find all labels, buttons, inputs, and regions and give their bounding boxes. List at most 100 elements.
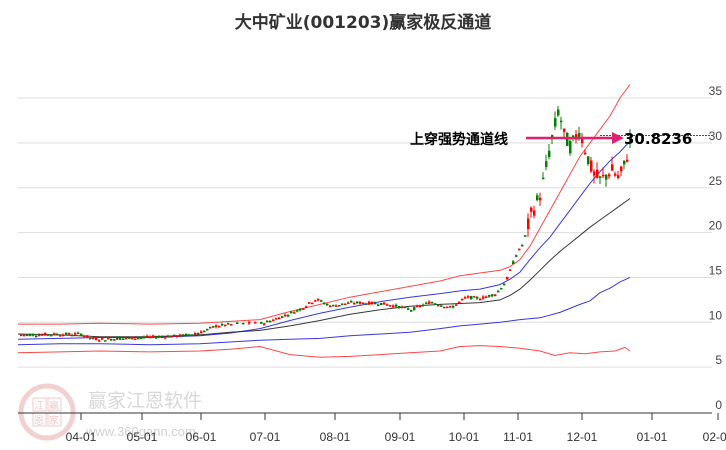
- candle-up: [509, 269, 512, 271]
- upper-inner-band-line: [17, 140, 631, 340]
- candle-down: [203, 330, 206, 333]
- candle-down: [350, 301, 353, 303]
- candle-up: [371, 301, 374, 305]
- x-tick-label: 02-01: [703, 430, 726, 444]
- candle-up: [101, 338, 104, 340]
- candle-down: [515, 255, 518, 257]
- candle-down: [167, 335, 170, 338]
- candle-down: [440, 305, 443, 307]
- candle-down: [410, 310, 413, 312]
- candle-up: [428, 301, 431, 304]
- candle-up: [230, 324, 233, 326]
- candle-down: [212, 326, 215, 328]
- candle-up: [518, 248, 521, 251]
- candle-up: [62, 334, 65, 337]
- candle-up: [602, 174, 605, 177]
- candle-up: [401, 306, 404, 309]
- candle-down: [287, 315, 290, 317]
- candle-down: [512, 261, 515, 265]
- x-tick-label: 06-01: [186, 430, 217, 444]
- candle-down: [155, 337, 158, 339]
- candle-down: [269, 320, 272, 323]
- candle-up: [611, 164, 614, 171]
- candle-down: [560, 120, 563, 123]
- candle-down: [587, 156, 590, 165]
- candle-up: [596, 169, 599, 178]
- candle-up: [293, 312, 296, 314]
- candle-down: [206, 328, 209, 331]
- y-tick-label: 30: [709, 129, 723, 143]
- candle-up: [131, 336, 134, 340]
- candle-down: [470, 295, 473, 300]
- candle-up: [563, 128, 566, 132]
- candle-down: [365, 303, 368, 305]
- y-tick-label: 5: [715, 353, 722, 367]
- candle-down: [341, 303, 344, 305]
- candle-up: [353, 303, 356, 305]
- candle-down: [185, 333, 188, 336]
- y-tick-label: 0: [715, 398, 722, 412]
- candle-up: [38, 334, 41, 337]
- middle-line-line: [17, 198, 631, 338]
- candle-up: [506, 277, 509, 280]
- candle-up: [443, 306, 446, 309]
- candle-down: [380, 302, 383, 306]
- candle-up: [530, 207, 533, 212]
- candle-up: [263, 323, 266, 325]
- grid-lines: [18, 97, 712, 368]
- arrow-head-icon: [612, 132, 624, 144]
- candle-up: [464, 297, 467, 299]
- candle-down: [545, 161, 548, 167]
- chart-title: 大中矿业(001203)赢家极反通道: [234, 13, 492, 33]
- watermark-brand: 赢家江恩软件: [88, 390, 202, 412]
- candle-down: [119, 338, 122, 340]
- candle-down: [65, 332, 68, 335]
- candle-up: [437, 304, 440, 307]
- candle-up: [614, 173, 617, 176]
- candle-up: [329, 305, 332, 308]
- candle-up: [170, 336, 173, 338]
- candle-up: [95, 337, 98, 341]
- candle-down: [173, 334, 176, 337]
- y-axis-labels: 0 5 10 15 20 25 30 35: [709, 84, 723, 412]
- candle-up: [458, 301, 461, 304]
- candle-up: [590, 160, 593, 172]
- upper-outer-band-line: [18, 84, 631, 325]
- candle-down: [404, 306, 407, 309]
- x-axis: 04-01 05-01 06-01 07-01 08-01 09-01 10-01 11-01…: [18, 412, 726, 444]
- candle-down: [71, 334, 74, 337]
- candle-up: [308, 302, 311, 304]
- candle-up: [335, 305, 338, 307]
- candle-down: [137, 337, 140, 340]
- candle-up: [419, 305, 422, 307]
- candle-down: [323, 302, 326, 305]
- candle-down: [422, 304, 425, 307]
- annotation-label: 上穿强势通道线: [410, 131, 508, 148]
- candle-down: [425, 302, 428, 305]
- x-tick-label: 08-01: [320, 430, 351, 444]
- candle-down: [182, 334, 185, 337]
- candle-up: [98, 340, 101, 342]
- candle-up: [347, 302, 350, 304]
- candle-down: [110, 338, 113, 341]
- candle-down: [266, 320, 269, 323]
- candle-up: [467, 296, 470, 298]
- candle-up: [362, 302, 365, 305]
- candle-down: [89, 337, 92, 340]
- candle-up: [620, 166, 623, 172]
- candle-down: [566, 132, 569, 146]
- y-tick-label: 15: [709, 263, 723, 277]
- candle-up: [23, 334, 26, 337]
- candle-up: [533, 210, 536, 216]
- candle-up: [359, 301, 362, 304]
- candle-up: [215, 325, 218, 328]
- candle-down: [296, 310, 299, 312]
- candle-down: [143, 336, 146, 339]
- candle-down: [104, 340, 107, 342]
- candle-up: [83, 335, 86, 338]
- candle-up: [473, 296, 476, 298]
- candle-down: [536, 195, 539, 201]
- candle-down: [551, 135, 554, 138]
- candle-down: [299, 308, 302, 311]
